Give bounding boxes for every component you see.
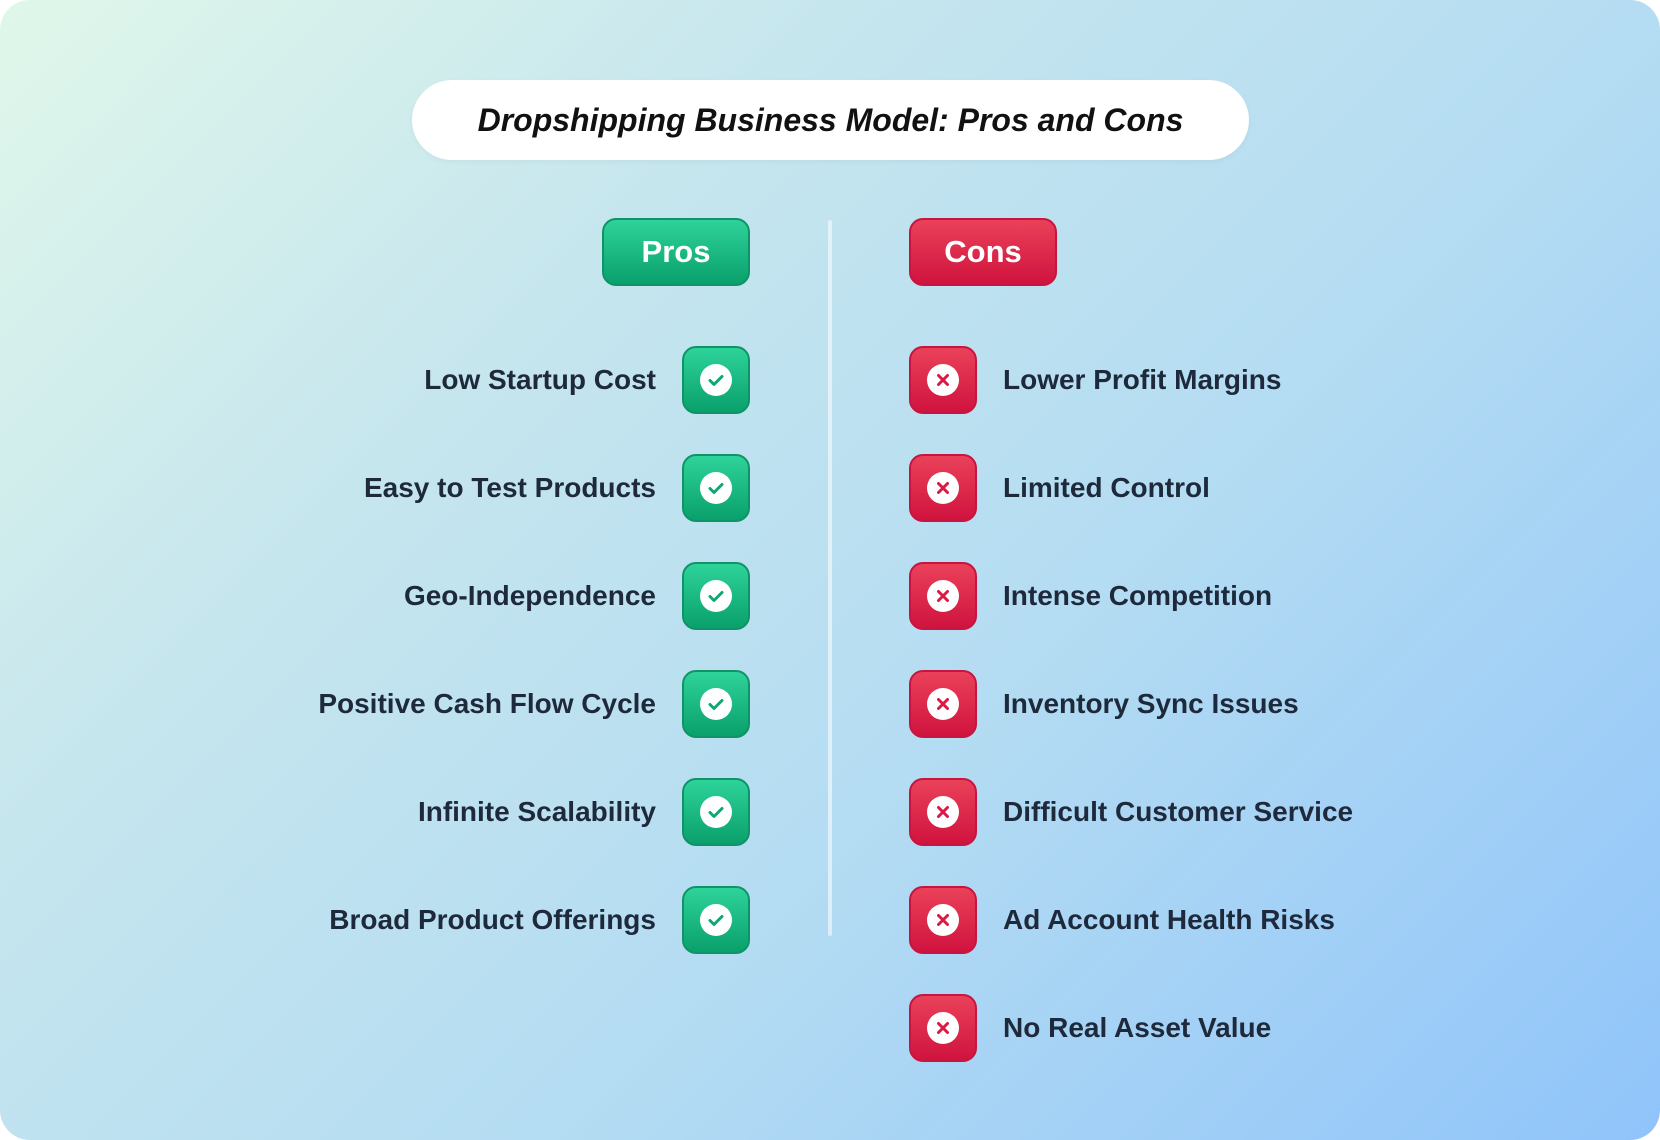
x-circle-icon [909, 454, 977, 522]
pros-heading-badge: Pros [602, 218, 750, 286]
cons-list-item: Limited Control [909, 454, 1210, 522]
cons-list-item: Inventory Sync Issues [909, 670, 1299, 738]
x-circle-icon [909, 562, 977, 630]
pros-list-item: Infinite Scalability [418, 778, 750, 846]
cons-item-label: Intense Competition [1003, 580, 1273, 611]
x-circle-icon [909, 670, 977, 738]
cons-list-item: No Real Asset Value [909, 994, 1271, 1062]
cons-list-item: Intense Competition [909, 562, 1272, 630]
pros-list-item: Broad Product Offerings [329, 886, 750, 954]
pros-item-label: Infinite Scalability [417, 796, 656, 827]
cons-list-item: Lower Profit Margins [909, 346, 1281, 414]
check-circle-icon [682, 670, 750, 738]
pros-item-label: Easy to Test Products [363, 472, 656, 503]
cons-item-label: No Real Asset Value [1003, 1012, 1272, 1043]
check-circle-icon [682, 886, 750, 954]
pros-list-item: Positive Cash Flow Cycle [318, 670, 750, 738]
cons-list-item: Difficult Customer Service [909, 778, 1353, 846]
cons-heading-badge: Cons [909, 218, 1057, 286]
title-pill: Dropshipping Business Model: Pros and Co… [412, 80, 1249, 160]
cons-item-label: Lower Profit Margins [1003, 364, 1282, 395]
cons-item-label: Ad Account Health Risks [1003, 904, 1335, 935]
x-circle-icon [909, 346, 977, 414]
pros-list-item: Easy to Test Products [364, 454, 750, 522]
page-title: Dropshipping Business Model: Pros and Co… [477, 101, 1184, 138]
x-circle-icon [909, 778, 977, 846]
pros-item-label: Low Startup Cost [424, 364, 656, 395]
x-circle-icon [909, 886, 977, 954]
pros-list-item: Low Startup Cost [424, 346, 750, 414]
cons-list-item: Ad Account Health Risks [909, 886, 1335, 954]
column-divider [828, 220, 832, 936]
pros-item-label: Geo-Independence [403, 580, 656, 611]
check-circle-icon [682, 454, 750, 522]
x-circle-icon [909, 994, 977, 1062]
cons-item-label: Inventory Sync Issues [1003, 688, 1299, 719]
cons-item-label: Difficult Customer Service [1003, 796, 1354, 827]
check-circle-icon [682, 346, 750, 414]
pros-item-label: Positive Cash Flow Cycle [318, 688, 656, 719]
check-circle-icon [682, 778, 750, 846]
pros-item-label: Broad Product Offerings [329, 904, 656, 935]
check-circle-icon [682, 562, 750, 630]
pros-list-item: Geo-Independence [404, 562, 750, 630]
cons-item-label: Limited Control [1003, 472, 1210, 503]
